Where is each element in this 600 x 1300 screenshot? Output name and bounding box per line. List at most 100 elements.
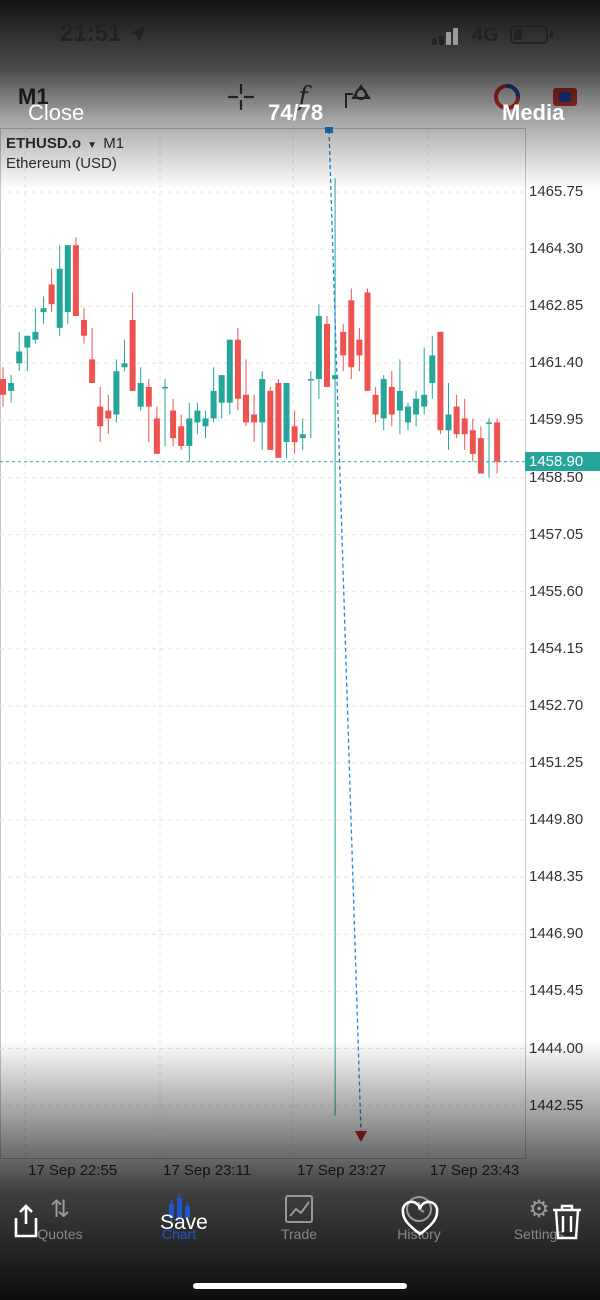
- candle-body: [202, 418, 209, 427]
- candle-body: [380, 379, 387, 419]
- candle: [259, 371, 266, 450]
- price-tick-label: 1458.50: [529, 468, 584, 486]
- nav-quotes[interactable]: ⇅ Quotes: [10, 1194, 110, 1242]
- trendline-end-arrow: [355, 1131, 367, 1142]
- trendline-start-marker: [325, 127, 333, 133]
- symbol-name: ETHUSD.o: [6, 135, 81, 152]
- nav-settings-label: Settings: [513, 1226, 565, 1242]
- candle: [16, 331, 23, 372]
- candle: [153, 406, 160, 454]
- save-button[interactable]: Save: [160, 1211, 208, 1234]
- time-tick-label: 17 Sep 22:55: [28, 1162, 118, 1179]
- candle: [121, 339, 128, 372]
- network-type: 4G: [472, 24, 499, 46]
- candle-body: [16, 351, 23, 364]
- candle: [461, 398, 468, 450]
- time-tick-label: 17 Sep 23:43: [430, 1162, 520, 1179]
- candle-body: [226, 339, 233, 403]
- candle: [145, 379, 152, 443]
- price-tick-label: 1461.40: [529, 354, 584, 372]
- battery-cap: [550, 31, 553, 38]
- candle: [364, 288, 371, 391]
- candle: [48, 268, 55, 313]
- candle-body: [129, 319, 136, 391]
- candle-body: [32, 331, 39, 340]
- candle: [283, 382, 290, 458]
- price-tick-label: 1449.80: [529, 811, 584, 829]
- candle: [453, 394, 460, 439]
- price-tick-label: 1455.60: [529, 582, 584, 600]
- cellular-signal-icon: [432, 27, 464, 45]
- candle-body: [218, 375, 225, 403]
- candle-body: [72, 245, 79, 317]
- close-button[interactable]: Close: [28, 100, 85, 125]
- candle-body: [445, 414, 452, 431]
- candle-body: [299, 434, 306, 439]
- media-button[interactable]: Media: [502, 100, 565, 125]
- candle: [372, 386, 379, 423]
- share-icon[interactable]: [12, 1204, 40, 1238]
- plot-border: [0, 128, 526, 1159]
- candle-body: [170, 410, 177, 439]
- candle: [477, 426, 484, 474]
- symbol-timeframe: M1: [103, 135, 125, 152]
- candle-body: [8, 382, 15, 391]
- status-time: 21:51: [60, 20, 122, 47]
- candle-body: [89, 359, 96, 383]
- heart-icon[interactable]: [400, 1200, 440, 1238]
- current-price-label: 1458.90: [525, 452, 600, 471]
- candle: [348, 288, 355, 380]
- candle: [299, 418, 306, 450]
- candle: [388, 371, 395, 427]
- candle-body: [97, 406, 104, 427]
- candle-body: [24, 335, 31, 348]
- candle: [105, 394, 112, 435]
- candle-body: [356, 339, 363, 356]
- price-tick-label: 1457.05: [529, 525, 584, 543]
- candle: [445, 382, 452, 450]
- candle-body: [396, 390, 403, 411]
- candle: [396, 359, 403, 435]
- symbol-header[interactable]: ETHUSD.o ▼ M1: [6, 135, 124, 152]
- nav-settings[interactable]: ⚙ Settings: [489, 1194, 589, 1242]
- candle-body: [56, 268, 63, 328]
- candle-body: [137, 382, 144, 407]
- candle-body: [477, 438, 484, 474]
- candle: [234, 327, 241, 411]
- candle-body: [121, 363, 128, 368]
- candle: [170, 398, 177, 446]
- price-tick-label: 1445.45: [529, 982, 584, 1000]
- candle-body: [275, 382, 282, 458]
- symbol-dropdown-icon[interactable]: ▼: [87, 140, 98, 151]
- candle-body: [234, 339, 241, 399]
- candle: [210, 367, 217, 423]
- candle: [129, 292, 136, 391]
- candle-body: [105, 410, 112, 419]
- nav-trade-label: Trade: [280, 1226, 318, 1242]
- crosshair-icon[interactable]: [226, 82, 256, 112]
- candle-body: [291, 426, 298, 443]
- candle: [251, 394, 258, 443]
- time-tick-label: 17 Sep 23:11: [163, 1162, 252, 1179]
- price-tick-label: 1464.30: [529, 240, 584, 258]
- candle: [97, 386, 104, 443]
- candle: [186, 402, 193, 462]
- candle-body: [145, 386, 152, 407]
- candle-body: [194, 410, 201, 423]
- candle-body: [388, 386, 395, 415]
- candle: [437, 331, 444, 435]
- nav-chart[interactable]: Chart: [129, 1194, 229, 1242]
- candle-body: [486, 422, 492, 424]
- nav-quotes-label: Quotes: [37, 1226, 83, 1242]
- location-arrow-icon: [128, 24, 148, 50]
- nav-chart-label: Chart: [161, 1226, 197, 1242]
- candle-body: [162, 386, 168, 389]
- trash-icon[interactable]: [550, 1202, 584, 1240]
- nav-trade[interactable]: Trade: [249, 1194, 349, 1242]
- candle-body: [348, 300, 355, 368]
- objects-icon[interactable]: [343, 82, 373, 112]
- candle-body: [437, 331, 444, 431]
- candle: [267, 386, 274, 450]
- candle-body: [178, 426, 185, 446]
